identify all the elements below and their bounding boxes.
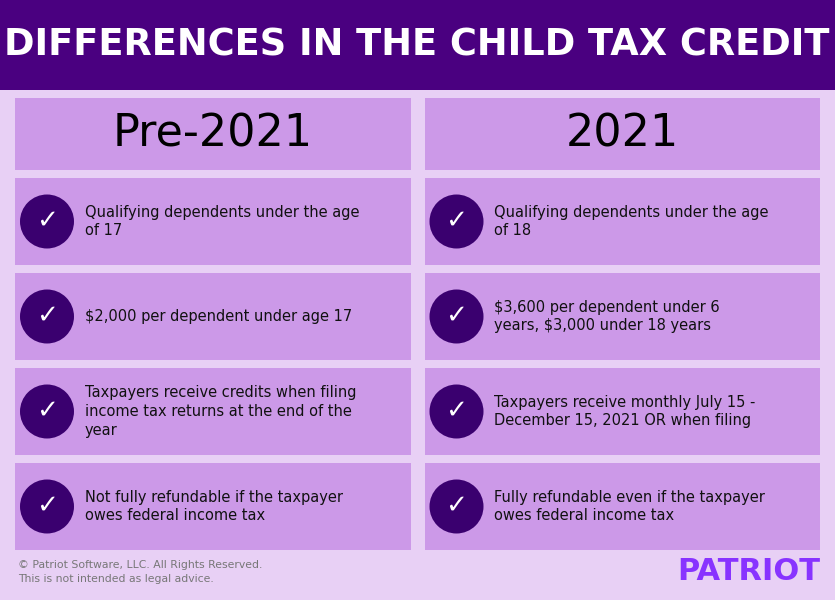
Text: ✓: ✓	[36, 397, 58, 424]
Text: Taxpayers receive credits when filing
income tax returns at the end of the
year: Taxpayers receive credits when filing in…	[85, 385, 357, 437]
FancyBboxPatch shape	[424, 273, 820, 360]
Circle shape	[429, 479, 483, 533]
FancyBboxPatch shape	[15, 273, 411, 360]
Text: DIFFERENCES IN THE CHILD TAX CREDIT: DIFFERENCES IN THE CHILD TAX CREDIT	[4, 26, 830, 64]
FancyBboxPatch shape	[424, 368, 820, 455]
Text: 2021: 2021	[565, 113, 679, 155]
Text: © Patriot Software, LLC. All Rights Reserved.: © Patriot Software, LLC. All Rights Rese…	[18, 560, 262, 570]
Circle shape	[20, 479, 74, 533]
Text: ✓: ✓	[445, 493, 468, 518]
Text: Qualifying dependents under the age
of 17: Qualifying dependents under the age of 1…	[85, 205, 360, 238]
Text: ✓: ✓	[445, 208, 468, 233]
Text: ✓: ✓	[36, 208, 58, 233]
Circle shape	[429, 289, 483, 343]
Text: Qualifying dependents under the age
of 18: Qualifying dependents under the age of 1…	[494, 205, 769, 238]
FancyBboxPatch shape	[15, 463, 411, 550]
FancyBboxPatch shape	[15, 98, 411, 170]
FancyBboxPatch shape	[424, 98, 820, 170]
Text: Taxpayers receive monthly July 15 -
December 15, 2021 OR when filing: Taxpayers receive monthly July 15 - Dece…	[494, 395, 756, 428]
Text: Pre-2021: Pre-2021	[113, 113, 313, 155]
Text: Not fully refundable if the taxpayer
owes federal income tax: Not fully refundable if the taxpayer owe…	[85, 490, 343, 523]
Circle shape	[20, 289, 74, 343]
Text: ✓: ✓	[36, 493, 58, 518]
FancyBboxPatch shape	[0, 0, 835, 90]
Text: PATRIOT: PATRIOT	[677, 557, 820, 587]
Text: Fully refundable even if the taxpayer
owes federal income tax: Fully refundable even if the taxpayer ow…	[494, 490, 766, 523]
Circle shape	[429, 385, 483, 439]
FancyBboxPatch shape	[424, 178, 820, 265]
FancyBboxPatch shape	[15, 178, 411, 265]
Text: ✓: ✓	[445, 397, 468, 424]
Text: $3,600 per dependent under 6
years, $3,000 under 18 years: $3,600 per dependent under 6 years, $3,0…	[494, 299, 720, 334]
FancyBboxPatch shape	[15, 368, 411, 455]
Circle shape	[429, 194, 483, 248]
Text: ✓: ✓	[36, 302, 58, 329]
FancyBboxPatch shape	[424, 463, 820, 550]
Text: $2,000 per dependent under age 17: $2,000 per dependent under age 17	[85, 309, 352, 324]
Circle shape	[20, 194, 74, 248]
Text: This is not intended as legal advice.: This is not intended as legal advice.	[18, 574, 214, 584]
Circle shape	[20, 385, 74, 439]
Text: ✓: ✓	[445, 302, 468, 329]
